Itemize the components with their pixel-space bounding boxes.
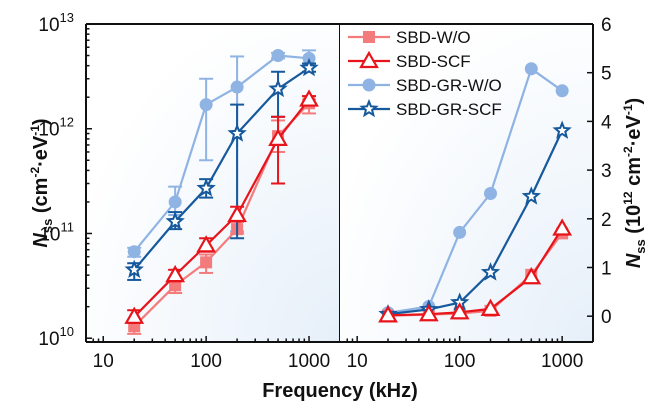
- left-error-bar-sbd-scf: [271, 115, 286, 185]
- right-x-tick-label: 10: [347, 351, 368, 372]
- left-point-sbd-gr-scf: [124, 259, 144, 279]
- left-point-sbd-gr-scf: [227, 123, 247, 142]
- x-axis-title: Frequency (kHz): [262, 380, 418, 402]
- right-point-sbd-gr-w-o: [484, 186, 498, 200]
- left-point-sbd-gr-w-o: [271, 49, 285, 63]
- left-x-tick-label: 1000: [288, 351, 330, 372]
- left-data-marks: [124, 49, 319, 335]
- left-y-tick-label: 1010: [38, 324, 74, 350]
- legend-entry-sbd-gr-scf: SBD-GR-SCF: [348, 98, 502, 119]
- right-point-sbd-scf: [378, 305, 398, 323]
- right-panel: 10 100 1000 0 1 2 3 4 5 6 Nss (1012 cm-2·eV-1): [340, 15, 648, 372]
- left-y-axis-title: Nss (cm-2·eV-1): [28, 118, 55, 247]
- legend-label: SBD-W/O: [396, 28, 471, 47]
- right-line-sbd-scf: [387, 227, 564, 317]
- right-point-sbd-scf: [552, 218, 573, 236]
- left-point-sbd-scf: [196, 235, 217, 253]
- left-error-bar-sbd-gr-w-o: [199, 77, 214, 162]
- right-point-sbd-scf: [418, 304, 439, 322]
- legend-marker-sbd-gr-scf: [359, 98, 379, 118]
- right-y-tick-label: 5: [601, 64, 612, 85]
- legend-entry-sbd-scf: SBD-SCF: [348, 50, 471, 71]
- legend-label: SBD-GR-W/O: [396, 76, 502, 95]
- right-y-tick-label: 3: [601, 161, 612, 182]
- left-line-sbd-gr-scf: [133, 67, 310, 271]
- left-y-tick-label: 1011: [39, 219, 74, 245]
- left-point-sbd-w-o: [200, 256, 213, 269]
- right-x-tick-label: 100: [444, 351, 476, 372]
- right-point-sbd-gr-w-o: [524, 62, 538, 76]
- right-point-sbd-scf: [449, 302, 470, 320]
- left-point-sbd-scf: [299, 89, 319, 107]
- legend-marker-sbd-scf: [359, 50, 379, 69]
- right-plot-background: [340, 24, 593, 342]
- left-point-sbd-gr-scf: [165, 211, 185, 230]
- left-point-sbd-gr-w-o: [127, 245, 141, 259]
- right-y-tick-label: 4: [601, 112, 612, 133]
- left-point-sbd-gr-w-o: [168, 195, 182, 209]
- left-point-sbd-gr-scf: [299, 57, 319, 77]
- left-point-sbd-w-o: [169, 279, 182, 292]
- legend-label: SBD-GR-SCF: [396, 100, 502, 119]
- right-point-sbd-scf: [521, 267, 542, 285]
- right-y-tick-label: 1: [601, 258, 612, 279]
- right-y-tick-label: 2: [601, 210, 612, 231]
- right-point-sbd-gr-scf: [521, 186, 541, 205]
- legend: SBD-W/O SBD-SCF SBD-GR-W/O SBD-GR-SCF: [348, 28, 502, 119]
- legend-marker-sbd-gr-w-o: [362, 78, 376, 92]
- left-point-sbd-gr-w-o: [199, 98, 213, 112]
- legend-entry-sbd-gr-w-o: SBD-GR-W/O: [348, 76, 502, 95]
- legend-label: SBD-SCF: [396, 52, 471, 71]
- left-point-sbd-scf: [124, 306, 145, 324]
- left-point-sbd-scf: [165, 264, 186, 283]
- left-panel: 10 100 1000 1010 1011 1012 1013 Nss (cm-2·eV-1…: [28, 10, 341, 372]
- legend-entry-sbd-w-o: SBD-W/O: [348, 28, 471, 47]
- left-point-sbd-scf: [268, 128, 288, 146]
- right-y-tick-label: 0: [601, 307, 612, 328]
- right-point-sbd-gr-scf: [552, 120, 572, 139]
- right-x-tick-label: 1000: [541, 351, 583, 372]
- right-y-tick-label: 6: [601, 15, 612, 36]
- left-point-sbd-scf: [227, 204, 247, 223]
- right-y-axis-title: Nss (1012 cm-2·eV-1): [621, 98, 648, 268]
- left-x-tick-label: 10: [93, 351, 114, 372]
- right-point-sbd-gr-scf: [480, 262, 501, 281]
- right-line-sbd-gr-scf: [387, 130, 564, 316]
- right-point-sbd-gr-w-o: [555, 84, 569, 98]
- left-x-tick-label: 100: [190, 351, 222, 372]
- left-point-sbd-gr-scf: [268, 78, 288, 98]
- right-point-sbd-gr-w-o: [453, 225, 467, 239]
- right-series-sbd-scf: [378, 218, 573, 323]
- legend-marker-sbd-w-o: [363, 31, 375, 43]
- right-point-sbd-scf: [480, 298, 501, 316]
- left-point-sbd-gr-scf: [196, 178, 216, 197]
- left-y-tick-label: 1013: [38, 10, 74, 36]
- left-y-tick-label: 1012: [38, 115, 74, 141]
- right-data-marks: [378, 62, 573, 323]
- left-series-sbd-scf: [124, 89, 319, 324]
- right-axes: 10 100 1000 0 1 2 3 4 5 6: [340, 15, 612, 372]
- left-point-sbd-gr-w-o: [230, 80, 244, 94]
- left-plot-background: [86, 24, 340, 342]
